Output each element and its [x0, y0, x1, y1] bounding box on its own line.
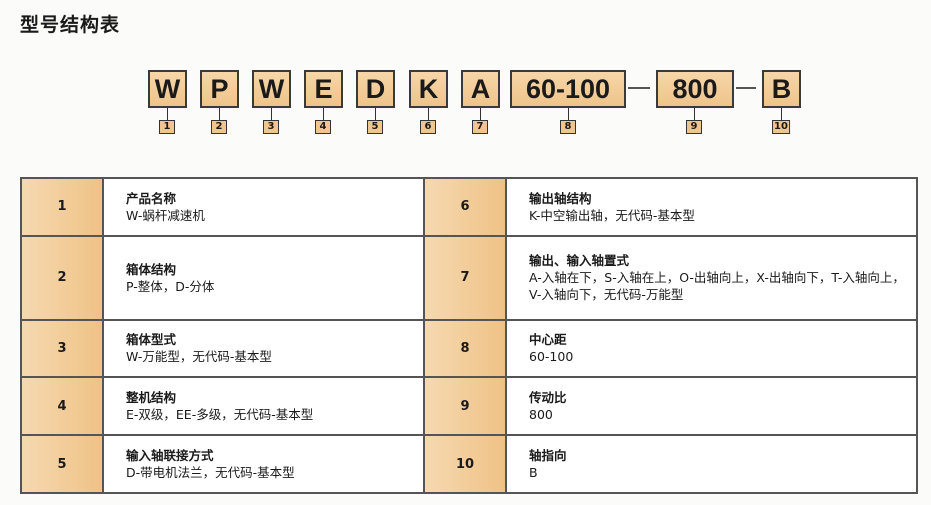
- item-number: 5: [20, 434, 104, 494]
- item-name: 输出轴结构: [529, 190, 592, 206]
- item-name: 轴指向: [529, 448, 567, 464]
- item-options: 800: [529, 407, 553, 423]
- item-description: 传动比 800: [505, 376, 918, 437]
- model-structure-table: 1 产品名称 W-蜗杆减速机 6 输出轴结构 K-中空输出轴，无代码-基本型 2 箱体结构 P-…: [20, 177, 918, 494]
- table-row: 2 箱体结构 P-整体，D-分体 7 输出、输入轴置式 A-入轴在下，S-入轴在上，O-出…: [20, 234, 918, 321]
- code-box: K: [409, 70, 448, 108]
- table-row: 3 箱体型式 W-万能型，无代码-基本型 8 中心距 60-100: [20, 318, 918, 379]
- item-number: 10: [423, 434, 507, 494]
- table-row: 1 产品名称 W-蜗杆减速机 6 输出轴结构 K-中空输出轴，无代码-基本型: [20, 177, 918, 237]
- item-description: 整机结构 E-双级，EE-多级，无代码-基本型: [102, 376, 425, 437]
- code-number: 6: [420, 120, 436, 134]
- item-number: 3: [20, 318, 104, 379]
- code-number: 2: [211, 120, 227, 134]
- item-options: K-中空输出轴，无代码-基本型: [529, 207, 695, 223]
- item-description: 输出轴结构 K-中空输出轴，无代码-基本型: [505, 177, 918, 237]
- item-description: 箱体结构 P-整体，D-分体: [102, 234, 425, 321]
- code-box: E: [304, 70, 343, 108]
- item-name: 产品名称: [126, 190, 177, 206]
- item-options: A-入轴在下，S-入轴在上，O-出轴向上，X-出轴向下，T-入轴向上，V-入轴向…: [529, 270, 905, 303]
- item-number: 9: [423, 376, 507, 437]
- item-name: 箱体结构: [126, 261, 177, 277]
- item-name: 整机结构: [126, 390, 177, 406]
- item-number: 4: [20, 376, 104, 437]
- code-number: 10: [772, 120, 790, 134]
- item-name: 输入轴联接方式: [126, 448, 214, 464]
- item-options: B: [529, 465, 538, 481]
- code-number: 5: [367, 120, 383, 134]
- code-box: A: [461, 70, 500, 108]
- page-title: 型号结构表: [20, 14, 121, 36]
- code-box: P: [200, 70, 239, 108]
- code-box: D: [356, 70, 395, 108]
- item-options: D-带电机法兰，无代码-基本型: [126, 465, 295, 481]
- item-name: 输出、输入轴置式: [529, 253, 630, 269]
- code-number: 3: [263, 120, 279, 134]
- item-name: 箱体型式: [126, 332, 177, 348]
- item-description: 输入轴联接方式 D-带电机法兰，无代码-基本型: [102, 434, 425, 494]
- dash: [628, 87, 650, 89]
- code-box: 60-100: [510, 70, 626, 108]
- table-row: 5 输入轴联接方式 D-带电机法兰，无代码-基本型 10 轴指向 B: [20, 434, 918, 494]
- item-options: W-万能型，无代码-基本型: [126, 349, 272, 365]
- code-box: W: [252, 70, 291, 108]
- item-name: 传动比: [529, 390, 567, 406]
- item-number: 7: [423, 234, 507, 321]
- item-number: 8: [423, 318, 507, 379]
- item-options: P-整体，D-分体: [126, 278, 215, 294]
- code-number: 7: [472, 120, 488, 134]
- code-number: 8: [560, 120, 576, 134]
- code-box: B: [762, 70, 801, 108]
- code-box: W: [148, 70, 187, 108]
- item-options: W-蜗杆减速机: [126, 207, 205, 223]
- code-number: 9: [686, 120, 702, 134]
- item-description: 产品名称 W-蜗杆减速机: [102, 177, 425, 237]
- item-options: E-双级，EE-多级，无代码-基本型: [126, 407, 314, 423]
- item-number: 6: [423, 177, 507, 237]
- item-description: 轴指向 B: [505, 434, 918, 494]
- item-description: 中心距 60-100: [505, 318, 918, 379]
- code-box: 800: [656, 70, 734, 108]
- table-row: 4 整机结构 E-双级，EE-多级，无代码-基本型 9 传动比 800: [20, 376, 918, 437]
- item-name: 中心距: [529, 332, 567, 348]
- item-description: 箱体型式 W-万能型，无代码-基本型: [102, 318, 425, 379]
- code-number: 4: [315, 120, 331, 134]
- dash: [736, 87, 756, 89]
- item-number: 2: [20, 234, 104, 321]
- item-number: 1: [20, 177, 104, 237]
- code-number: 1: [159, 120, 175, 134]
- item-description: 输出、输入轴置式 A-入轴在下，S-入轴在上，O-出轴向上，X-出轴向下，T-入轴…: [505, 234, 918, 321]
- item-options: 60-100: [529, 349, 574, 365]
